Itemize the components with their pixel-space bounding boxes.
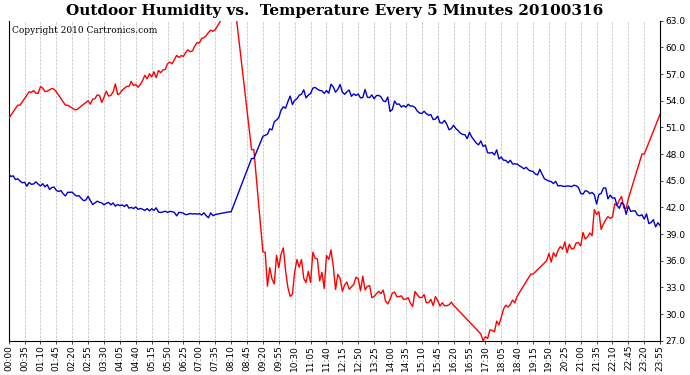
Text: Copyright 2010 Cartronics.com: Copyright 2010 Cartronics.com xyxy=(12,26,157,34)
Title: Outdoor Humidity vs.  Temperature Every 5 Minutes 20100316: Outdoor Humidity vs. Temperature Every 5… xyxy=(66,4,603,18)
